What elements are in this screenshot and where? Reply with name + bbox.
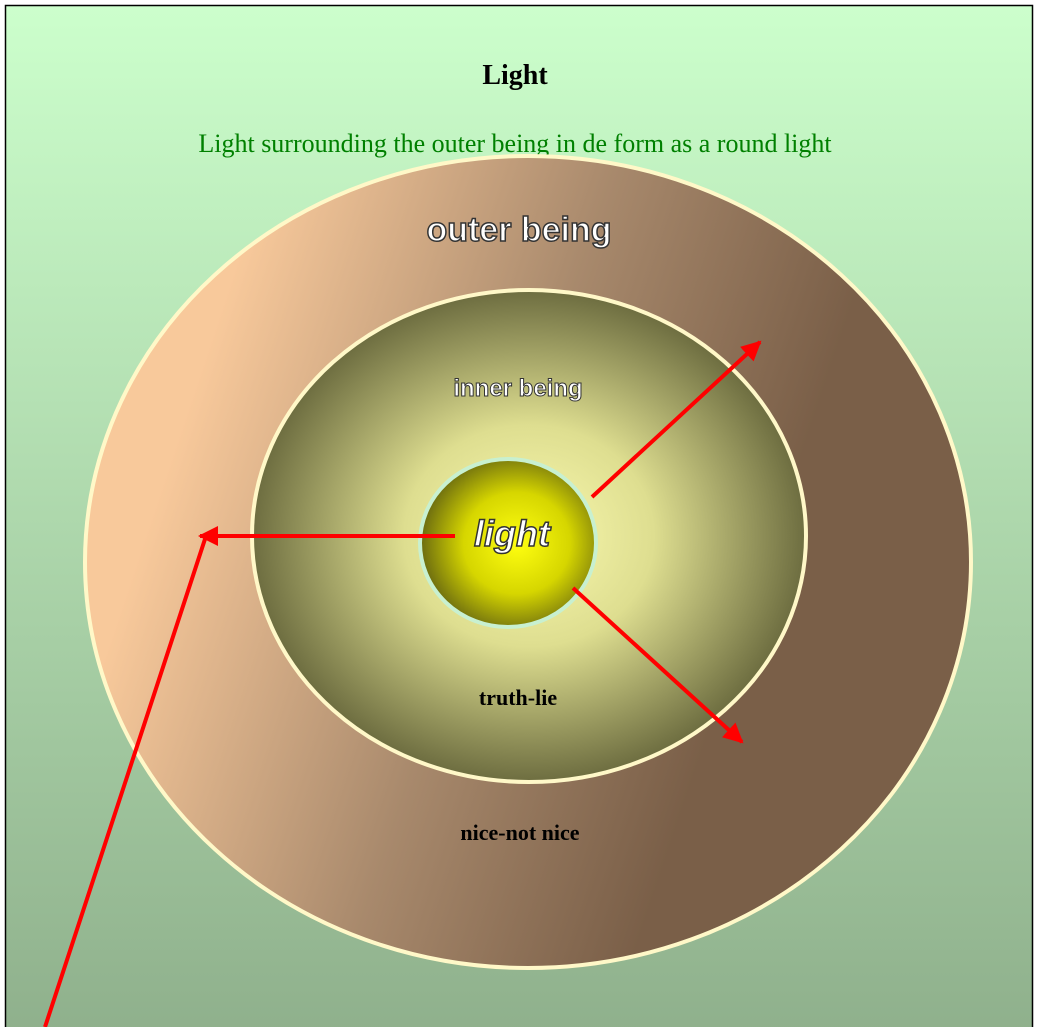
outer-label: outer being — [426, 211, 611, 249]
outer-bottom-label: nice-not nice — [460, 820, 579, 845]
title: Light — [482, 60, 548, 91]
subtitle: Light surrounding the outer being in de … — [198, 129, 832, 158]
core-label: light — [474, 513, 552, 554]
inner-label: inner being — [453, 375, 582, 402]
inner-bottom-label: truth-lie — [479, 685, 557, 710]
arrows — [43, 340, 762, 1027]
pointer-line — [43, 535, 208, 1027]
core — [418, 457, 598, 629]
arrow — [590, 340, 762, 499]
arrow — [571, 586, 744, 744]
